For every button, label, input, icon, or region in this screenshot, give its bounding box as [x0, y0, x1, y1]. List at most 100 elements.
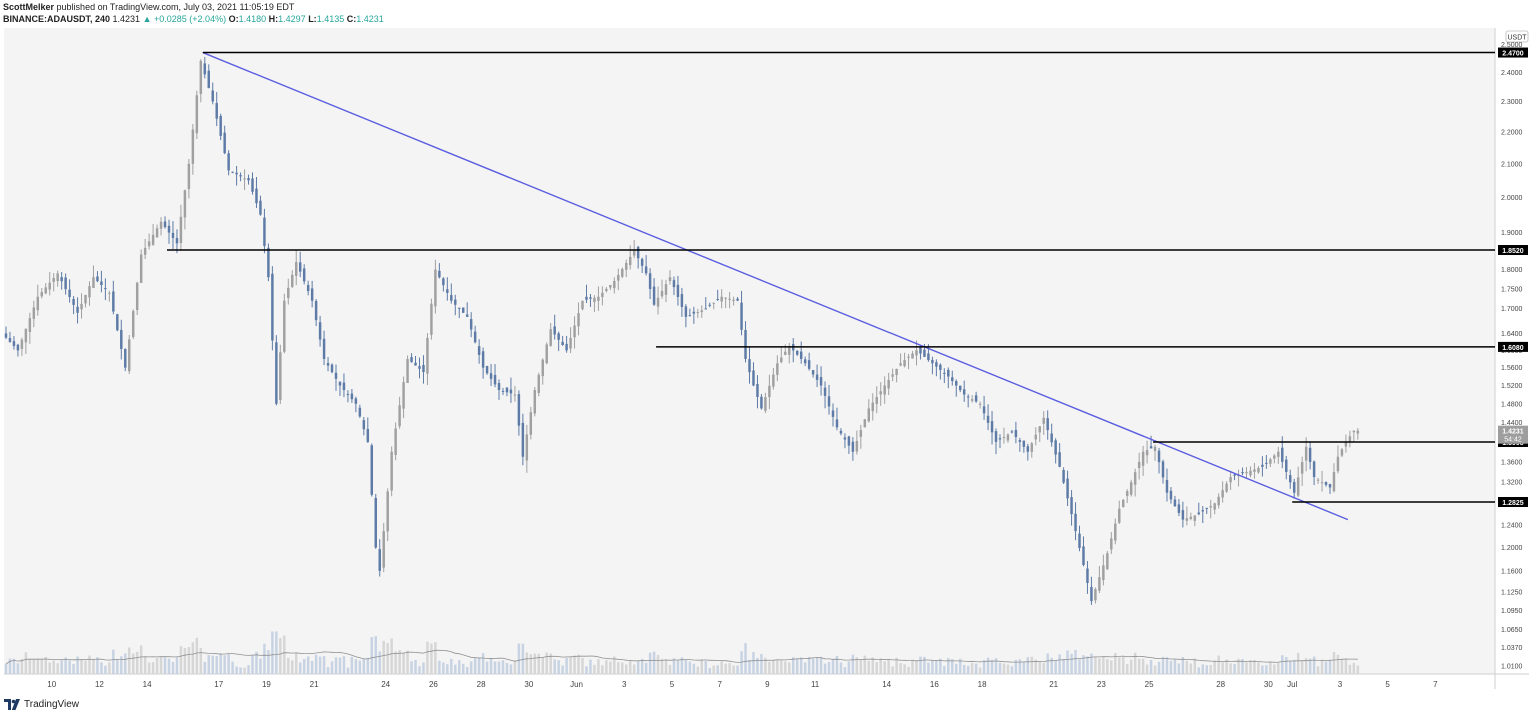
volume-bar	[708, 667, 711, 674]
candle-body	[469, 319, 473, 330]
volume-bar	[195, 637, 199, 674]
candle-body	[855, 440, 859, 452]
candle-body	[48, 282, 51, 290]
candle-body	[573, 325, 576, 338]
volume-bar	[617, 662, 620, 674]
volume-bar	[418, 666, 421, 674]
volume-bar	[1118, 657, 1121, 674]
volume-bar	[139, 645, 143, 674]
candle-body	[1308, 447, 1312, 462]
candle-body	[120, 329, 123, 349]
volume-bar	[632, 664, 636, 674]
volume-bar	[243, 667, 246, 674]
volume-bar	[24, 652, 28, 674]
volume-bar	[688, 661, 692, 674]
chart-header: ScottMelker published on TradingView.com…	[3, 1, 903, 25]
volume-bar	[1273, 664, 1276, 674]
candle-body	[1165, 479, 1169, 493]
x-tick-label: 28	[477, 680, 486, 689]
candle-body	[1229, 477, 1232, 483]
candle-body	[326, 363, 330, 366]
ohlc-line: BINANCE:ADAUSDT, 240 1.4231 ▲ +0.0285 (+…	[3, 13, 903, 25]
volume-bar	[1221, 662, 1224, 674]
candle-body	[525, 434, 529, 461]
volume-bar	[16, 663, 20, 674]
volume-bar	[338, 657, 342, 674]
volume-bar	[469, 661, 473, 674]
volume-bar	[481, 653, 485, 674]
candle-body	[1102, 565, 1105, 581]
candle-body	[557, 333, 560, 340]
currency-badge[interactable]	[1505, 30, 1529, 43]
author-name[interactable]: ScottMelker	[3, 2, 55, 12]
candle-body	[529, 412, 533, 435]
footer-brand[interactable]: TradingView	[24, 698, 80, 710]
candle-body	[151, 234, 155, 245]
candle-body	[851, 441, 855, 452]
candle-body	[827, 396, 831, 407]
volume-bar	[1062, 658, 1065, 674]
x-tick-label: Jul	[1287, 680, 1297, 689]
candle-body	[533, 390, 537, 414]
candle-body	[990, 421, 994, 433]
volume-bar	[803, 662, 807, 674]
candle-body	[517, 394, 521, 426]
volume-bar	[998, 662, 1002, 674]
candle-body	[795, 350, 799, 355]
volume-bar	[780, 660, 783, 674]
candle-body	[1332, 472, 1336, 492]
volume-bar	[1312, 656, 1316, 674]
tradingview-logo-icon[interactable]	[4, 698, 20, 710]
candle-body	[1328, 484, 1332, 488]
candle-body	[839, 430, 843, 434]
volume-bar	[1082, 655, 1085, 674]
candle-body	[1189, 516, 1193, 519]
horizontal-levels[interactable]	[167, 51, 1495, 503]
candle-body	[1153, 446, 1157, 452]
volume-bar	[1078, 659, 1081, 674]
candle-body	[628, 256, 632, 266]
x-tick-label: 24	[381, 680, 390, 689]
candle-body	[1106, 553, 1109, 570]
candle-body	[923, 349, 926, 357]
volume-bar	[406, 650, 409, 674]
level-price-label: 2.4700	[1502, 51, 1524, 58]
candle-body	[1141, 451, 1145, 466]
candle-body	[931, 359, 934, 364]
y-tick-label: 1.1250	[1501, 589, 1523, 596]
candle-body	[843, 437, 847, 440]
close-value: 1.4231	[356, 14, 384, 24]
candle-body	[1209, 506, 1212, 508]
volume-bar	[267, 650, 270, 674]
volume-bar	[155, 657, 159, 674]
volume-bar	[585, 666, 588, 674]
candle-body	[426, 337, 429, 374]
candle-body	[322, 338, 326, 359]
volume-bar	[823, 663, 827, 674]
candle-body	[589, 297, 592, 299]
candle-body	[314, 301, 318, 321]
candle-body	[1249, 470, 1252, 476]
volume-bar	[28, 658, 32, 674]
volume-bar	[891, 666, 894, 674]
volume-bar	[1229, 663, 1232, 674]
candle-body	[68, 289, 71, 298]
volume-bar	[895, 657, 898, 674]
candle-body	[772, 374, 775, 387]
candle-body	[684, 306, 688, 317]
candle-body	[1316, 479, 1320, 481]
volume-bar	[72, 663, 75, 674]
x-tick-label: 26	[429, 680, 438, 689]
candle-body	[1133, 472, 1137, 485]
volume-bar	[517, 643, 521, 674]
candle-body	[863, 419, 867, 428]
candle-body	[422, 364, 425, 373]
y-tick-label: 1.5200	[1501, 383, 1523, 390]
candle-body	[430, 303, 433, 335]
symbol-label[interactable]: BINANCE:ADAUSDT, 240	[3, 14, 111, 24]
y-tick-label: 1.3200	[1501, 480, 1523, 487]
volume-bar	[931, 660, 934, 674]
volume-bar	[1145, 664, 1149, 674]
volume-bar	[513, 661, 517, 674]
